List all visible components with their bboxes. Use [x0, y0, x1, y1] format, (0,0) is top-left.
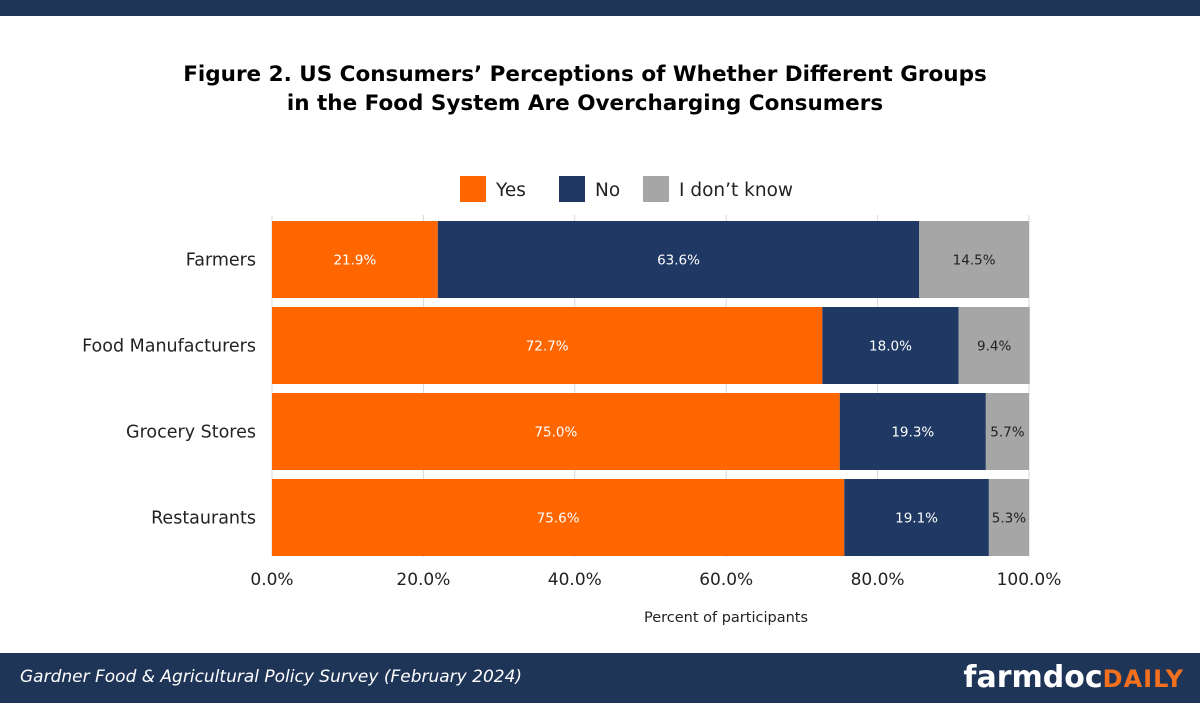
top-band	[0, 0, 1200, 16]
x-tick-label: 80.0%	[851, 570, 905, 590]
y-category-label: Farmers	[186, 251, 256, 271]
x-tick-label: 60.0%	[699, 570, 753, 590]
bar-segment	[844, 479, 989, 556]
x-tick-label: 40.0%	[548, 570, 602, 590]
legend-swatch	[559, 176, 585, 202]
data-label: 75.6%	[537, 511, 580, 527]
data-label: 5.7%	[990, 425, 1024, 441]
legend-label: No	[595, 180, 620, 201]
data-label: 5.3%	[992, 511, 1026, 527]
bar-segment	[437, 221, 920, 298]
y-category-label: Grocery Stores	[126, 423, 256, 443]
farmdoc-daily-logo: farmdocDAILY	[963, 661, 1184, 696]
bar-segment	[985, 393, 1029, 470]
bar-segment	[272, 307, 823, 384]
legend-swatch	[643, 176, 669, 202]
logo-accent-text: DAILY	[1102, 665, 1184, 693]
y-category-label: Restaurants	[151, 509, 256, 529]
legend-label: I don’t know	[679, 180, 793, 201]
bar-segment	[272, 221, 438, 298]
bar-segment	[958, 307, 1030, 384]
chart-title: Figure 2. US Consumers’ Perceptions of W…	[0, 60, 1170, 118]
chart-title-line-1: Figure 2. US Consumers’ Perceptions of W…	[183, 62, 987, 87]
footer-source-note: Gardner Food & Agricultural Policy Surve…	[20, 667, 523, 687]
data-label: 72.7%	[526, 339, 569, 355]
y-category-label: Food Manufacturers	[82, 337, 256, 357]
data-label: 9.4%	[977, 339, 1011, 355]
bar-segment	[822, 307, 959, 384]
bar-segment	[839, 393, 986, 470]
bar-segment	[272, 393, 840, 470]
bar-segment	[988, 479, 1029, 556]
x-tick-label: 100.0%	[997, 570, 1062, 590]
x-axis-title: Percent of participants	[644, 610, 808, 626]
bar-segment	[272, 479, 845, 556]
data-label: 14.5%	[953, 253, 996, 269]
data-label: 19.1%	[895, 511, 938, 527]
logo-main-text: farmdoc	[963, 660, 1103, 695]
data-label: 75.0%	[534, 425, 577, 441]
data-label: 63.6%	[657, 253, 700, 269]
footer-bar: Gardner Food & Agricultural Policy Surve…	[0, 653, 1200, 703]
data-label: 18.0%	[869, 339, 912, 355]
chart-title-line-2: in the Food System Are Overcharging Cons…	[286, 91, 884, 116]
x-tick-label: 20.0%	[396, 570, 450, 590]
legend-swatch	[460, 176, 486, 202]
x-tick-label: 0.0%	[250, 570, 293, 590]
data-label: 21.9%	[333, 253, 376, 269]
data-label: 19.3%	[891, 425, 934, 441]
bar-segment	[919, 221, 1029, 298]
chart-plot: 0.0% 20.0% 40.0% 60.0% 80.0% 100.0% Farmers 21.…	[82, 176, 1062, 626]
legend-label: Yes	[495, 180, 526, 201]
